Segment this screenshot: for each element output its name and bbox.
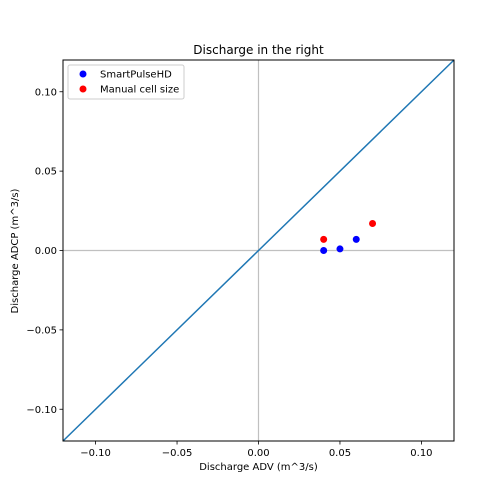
y-tick-label: −0.05 — [26, 325, 57, 336]
data-point-series-0-1 — [336, 245, 344, 253]
y-axis-label: Discharge ADCP (m^3/s) — [10, 188, 21, 313]
data-point-series-0-2 — [352, 235, 360, 243]
data-point-series-0-0 — [320, 247, 328, 254]
x-tick-label: 0.10 — [410, 448, 432, 459]
identity-line — [62, 59, 455, 442]
legend-label-manual-cell-size: Manual cell size — [100, 85, 179, 96]
y-tick-label: 0.00 — [35, 246, 57, 257]
legend-box — [67, 64, 185, 100]
plot-area: −0.10 −0.05 0.00 0.05 0.10 −0.10 −0.05 0.00 0.05… — [26, 59, 455, 459]
legend-label-smartpulsehd: SmartPulseHD — [100, 70, 172, 81]
x-axis-label: Discharge ADV (m^3/s) — [199, 462, 318, 473]
chart-title: Discharge in the right — [193, 43, 324, 57]
x-tick-label: −0.10 — [80, 448, 111, 459]
legend: SmartPulseHD Manual cell size — [67, 64, 185, 100]
legend-marker-manual-cell-size — [79, 85, 87, 93]
y-tick-label: 0.05 — [35, 167, 57, 178]
y-tick-label: −0.10 — [26, 405, 57, 416]
data-point-series-1-0 — [320, 235, 328, 243]
legend-marker-smartpulsehd — [79, 70, 87, 78]
x-tick-label: −0.05 — [162, 448, 193, 459]
x-tick-label: 0.00 — [247, 448, 269, 459]
y-tick-label: 0.10 — [35, 87, 57, 98]
x-tick-label: 0.05 — [329, 448, 351, 459]
data-point-series-1-1 — [369, 220, 377, 228]
